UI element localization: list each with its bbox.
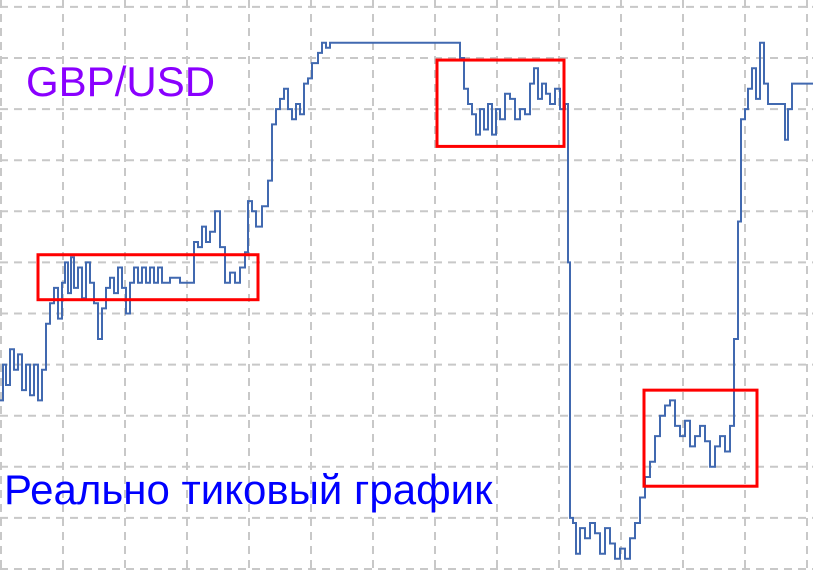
price-series-line [0, 41, 813, 560]
chart-title: GBP/USD [26, 58, 216, 105]
highlight-box [642, 388, 759, 488]
highlight-box [36, 253, 260, 302]
highlight-box [435, 58, 566, 148]
chart-annotation: Реально тиковый график [4, 466, 493, 513]
